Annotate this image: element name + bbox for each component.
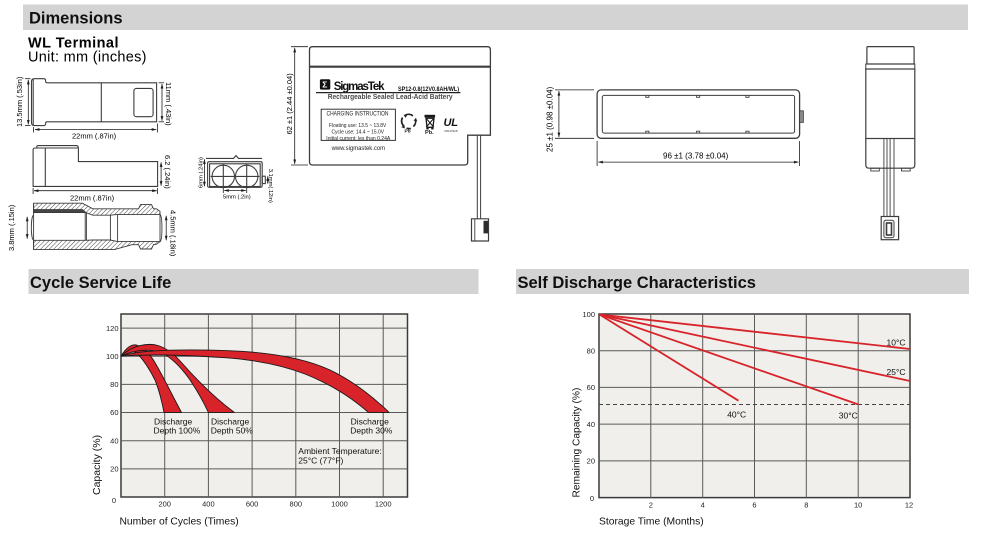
svg-text:WL Terminal: WL Terminal bbox=[28, 36, 119, 52]
svg-text:5mm (.2in): 5mm (.2in) bbox=[223, 194, 251, 200]
svg-text:400: 400 bbox=[202, 499, 215, 508]
svg-text:100: 100 bbox=[106, 352, 119, 361]
svg-text:MH47928: MH47928 bbox=[445, 129, 458, 133]
svg-text:Ambient Temperature:: Ambient Temperature: bbox=[298, 446, 381, 456]
svg-text:40°C: 40°C bbox=[727, 409, 746, 419]
svg-text:200: 200 bbox=[158, 499, 171, 508]
svg-text:60: 60 bbox=[110, 408, 118, 417]
svg-text:Number of Cycles (Times): Number of Cycles (Times) bbox=[120, 517, 239, 528]
svg-text:13.5mm (.53in): 13.5mm (.53in) bbox=[15, 76, 24, 127]
svg-text:22mm (.87in): 22mm (.87in) bbox=[72, 131, 117, 140]
svg-text:Pb: Pb bbox=[405, 129, 411, 135]
svg-text:25°C (77°F): 25°C (77°F) bbox=[298, 456, 343, 466]
svg-text:Dimensions: Dimensions bbox=[29, 10, 123, 28]
svg-text:4: 4 bbox=[701, 501, 705, 510]
svg-text:22mm (.87in): 22mm (.87in) bbox=[70, 194, 115, 203]
svg-text:Remaining Capacity (%): Remaining Capacity (%) bbox=[572, 388, 583, 498]
svg-text:80: 80 bbox=[587, 346, 595, 355]
svg-text:Cycle use: 14.4 ~ 15.0V: Cycle use: 14.4 ~ 15.0V bbox=[332, 130, 385, 136]
svg-text:6: 6 bbox=[752, 501, 756, 510]
svg-text:CHARGING INSTRUCTION: CHARGING INSTRUCTION bbox=[327, 110, 389, 117]
svg-text:10: 10 bbox=[854, 501, 862, 510]
svg-text:SigmasTek: SigmasTek bbox=[334, 81, 385, 93]
svg-text:20: 20 bbox=[587, 457, 595, 466]
svg-text:UL: UL bbox=[444, 117, 459, 129]
svg-text:6.2 (.24in): 6.2 (.24in) bbox=[163, 155, 172, 189]
svg-text:Rechargeable Sealed Lead-Acid: Rechargeable Sealed Lead-Acid Battery bbox=[328, 94, 453, 101]
svg-text:3.1mm(.12in): 3.1mm(.12in) bbox=[267, 169, 273, 203]
svg-text:40: 40 bbox=[110, 436, 118, 445]
svg-text:0: 0 bbox=[590, 494, 594, 503]
svg-text:Storage Time (Months): Storage Time (Months) bbox=[599, 517, 704, 528]
svg-text:Discharge: Discharge bbox=[211, 416, 250, 426]
svg-text:6mm (.24in): 6mm (.24in) bbox=[199, 157, 205, 188]
svg-text:Floating use: 13.5 ~ 13.8V: Floating use: 13.5 ~ 13.8V bbox=[329, 123, 386, 129]
svg-text:Depth 100%: Depth 100% bbox=[154, 426, 201, 436]
svg-text:25°C: 25°C bbox=[887, 367, 906, 377]
svg-text:1200: 1200 bbox=[375, 499, 392, 508]
svg-text:Depth 30%: Depth 30% bbox=[350, 426, 392, 436]
svg-text:1000: 1000 bbox=[331, 499, 348, 508]
svg-text:20: 20 bbox=[110, 465, 118, 474]
svg-text:62 ±1 (2.44 ±0.04): 62 ±1 (2.44 ±0.04) bbox=[285, 73, 294, 135]
svg-text:3.8mm (.15in): 3.8mm (.15in) bbox=[7, 204, 16, 251]
svg-text:Discharge: Discharge bbox=[351, 416, 390, 426]
svg-text:60: 60 bbox=[587, 383, 595, 392]
svg-text:www.sigmastek.com: www.sigmastek.com bbox=[331, 145, 386, 152]
svg-text:2: 2 bbox=[649, 501, 653, 510]
svg-text:12: 12 bbox=[905, 501, 913, 510]
svg-text:100: 100 bbox=[582, 310, 595, 319]
svg-text:30°C: 30°C bbox=[839, 410, 858, 420]
svg-text:Σ: Σ bbox=[322, 80, 327, 90]
svg-text:80: 80 bbox=[110, 380, 118, 389]
svg-text:96 ±1 (3.78 ±0.04): 96 ±1 (3.78 ±0.04) bbox=[663, 152, 729, 161]
svg-text:800: 800 bbox=[290, 499, 303, 508]
svg-text:40: 40 bbox=[587, 420, 595, 429]
svg-text:Initial current: les than 0.24: Initial current: les than 0.24A bbox=[326, 136, 390, 142]
svg-text:Self Discharge Characteristics: Self Discharge Characteristics bbox=[518, 274, 756, 292]
svg-text:0: 0 bbox=[112, 496, 116, 505]
svg-text:Pb.: Pb. bbox=[425, 130, 434, 136]
svg-text:Capacity (%): Capacity (%) bbox=[91, 435, 103, 495]
svg-text:25 ±1 (0.98 ±0.04): 25 ±1 (0.98 ±0.04) bbox=[546, 86, 555, 152]
svg-text:600: 600 bbox=[246, 499, 259, 508]
svg-text:120: 120 bbox=[106, 324, 119, 333]
svg-text:8: 8 bbox=[804, 501, 808, 510]
svg-text:4.5mm (.18in): 4.5mm (.18in) bbox=[169, 210, 178, 257]
svg-text:Cycle Service Life: Cycle Service Life bbox=[30, 274, 171, 292]
svg-text:Discharge: Discharge bbox=[154, 416, 193, 426]
svg-text:11mm (.43in): 11mm (.43in) bbox=[164, 82, 173, 126]
svg-text:Depth 50%: Depth 50% bbox=[211, 426, 253, 436]
svg-text:Unit: mm (inches): Unit: mm (inches) bbox=[28, 50, 147, 66]
svg-text:SP12-0.8(12V0.8AH/WL): SP12-0.8(12V0.8AH/WL) bbox=[398, 86, 459, 93]
svg-text:10°C: 10°C bbox=[887, 338, 906, 348]
